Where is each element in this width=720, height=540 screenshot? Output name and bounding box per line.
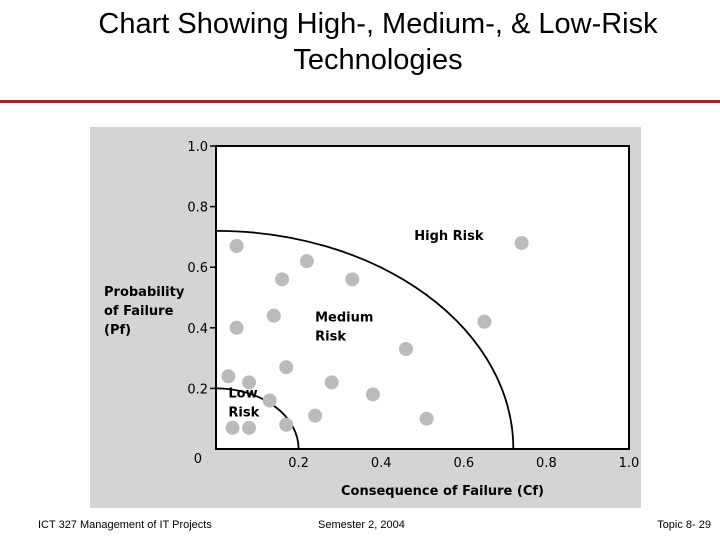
data-point-12 [398,342,413,357]
y-axis-label-line: of Failure [104,304,174,319]
y-tick-label: 1.0 [187,140,208,155]
data-point-4 [221,369,236,384]
data-point-15 [275,272,290,287]
x-tick-label: 0.4 [371,456,392,471]
boundary-low-risk [215,387,300,450]
plot-area [215,145,630,450]
y-tick-label: 0.2 [187,382,208,397]
boundary-medium-risk [215,229,515,450]
data-point-11 [419,411,434,426]
data-point-9 [324,375,339,390]
slide-title-line-2: Technologies [293,44,463,76]
y-tick-label: 0.4 [187,322,208,337]
region-label-high-risk: High Risk [414,229,484,244]
data-point-2 [242,420,257,435]
x-tick-label: 0.2 [288,456,309,471]
data-point-13 [229,320,244,335]
data-point-3 [279,417,294,432]
x-tick-label: 0.8 [536,456,557,471]
footer-semester: Semester 2, 2004 [318,519,405,531]
y-tick-label: 0.8 [187,201,208,216]
region-label-medium-risk: Risk [315,330,346,345]
data-point-19 [477,314,492,329]
footer-topic: Topic 8- 29 [657,519,711,531]
data-point-17 [345,272,360,287]
slide-title: Chart Showing High-, Medium-, & Low-Risk… [40,6,716,78]
data-point-14 [266,308,281,323]
data-point-16 [299,254,314,269]
data-point-6 [262,393,277,408]
origin-label: 0 [194,452,202,467]
data-point-20 [514,235,529,250]
data-point-7 [279,360,294,375]
data-point-1 [225,420,240,435]
x-axis-label: Consequence of Failure (Cf) [341,484,544,499]
data-point-5 [242,375,257,390]
slide-title-line-1: Chart Showing High-, Medium-, & Low-Risk [98,8,658,40]
region-label-low-risk: Risk [228,405,259,420]
x-tick-label: 0.6 [453,456,474,471]
title-divider [0,100,720,103]
y-tick-label: 0.6 [187,261,208,276]
x-tick-label: 1.0 [619,456,640,471]
region-label-medium-risk: Medium [315,311,373,326]
data-point-18 [229,238,244,253]
y-axis-label-line: Probability [104,285,185,300]
footer-course: ICT 327 Management of IT Projects [38,519,212,531]
y-axis-label-line: (Pf) [104,323,131,338]
data-point-10 [365,387,380,402]
data-point-8 [308,408,323,423]
region-label-low-risk: Low [228,386,257,401]
